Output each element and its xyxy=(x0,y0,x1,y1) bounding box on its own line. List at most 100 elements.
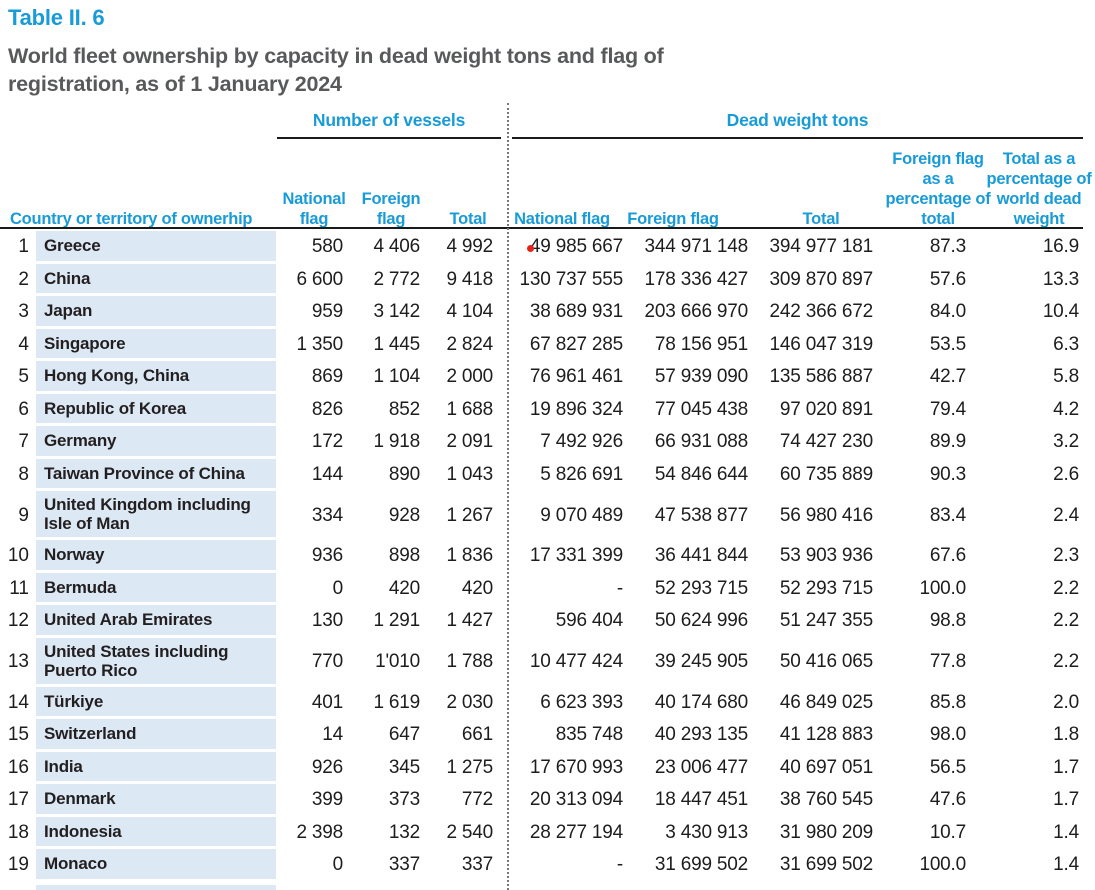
country-name-cell: Japan xyxy=(36,296,276,329)
table-row: 14 Türkiye 401 1 619 2 030 6 623 393 40 … xyxy=(0,686,1095,719)
country-name-cell: Switzerland xyxy=(36,719,276,752)
dwt-total-value: 53 903 936 xyxy=(779,545,873,567)
vessels-national-flag-value: 959 xyxy=(311,301,343,323)
foreign-flag-pct-value: 79.4 xyxy=(929,398,966,420)
dwt-foreign-flag-value: 40 174 680 xyxy=(654,691,748,713)
vessels-foreign-flag-value: 852 xyxy=(388,398,420,420)
dwt-total-value: 97 020 891 xyxy=(779,398,873,420)
dwt-national-flag-value: 17 670 993 xyxy=(529,756,623,778)
total-pct-world-value: 1.7 xyxy=(1053,789,1079,811)
dwt-foreign-flag-value: 344 971 148 xyxy=(644,236,749,258)
column-header-vessels-foreign-flag: Foreign flag xyxy=(361,190,421,228)
red-dot-marker xyxy=(527,245,534,252)
vessels-national-flag-value: 936 xyxy=(311,545,343,567)
country-name-cell: Republic of Korea xyxy=(36,393,276,426)
vessels-total-value: 2 000 xyxy=(446,366,493,388)
row-rank: 7 xyxy=(18,431,29,453)
row-rank: 17 xyxy=(7,789,29,811)
country-name-cell: United Kingdom including Isle of Man xyxy=(36,491,276,540)
partial-next-row xyxy=(36,885,276,890)
row-rank: 14 xyxy=(7,691,29,713)
total-pct-world-value: 10.4 xyxy=(1042,301,1079,323)
dwt-total-value: 242 366 672 xyxy=(769,301,874,323)
total-pct-world-value: 3.2 xyxy=(1053,431,1079,453)
total-pct-world-value: 2.0 xyxy=(1053,691,1079,713)
dwt-national-flag-value: 130 737 555 xyxy=(519,268,624,290)
vessels-total-value: 1 688 xyxy=(446,398,493,420)
country-name-cell: United Arab Emirates xyxy=(36,605,276,638)
row-rank: 6 xyxy=(18,398,29,420)
vessels-national-flag-value: 0 xyxy=(332,854,344,876)
dwt-total-value: 31 699 502 xyxy=(779,854,873,876)
table-row: 1 Greece 580 4 406 4 992 49 985 667 344 … xyxy=(0,231,1095,264)
vessels-national-flag-value: 401 xyxy=(311,691,343,713)
vessels-total-value: 1 043 xyxy=(446,463,493,485)
dwt-foreign-flag-value: 47 538 877 xyxy=(654,504,748,526)
dwt-foreign-flag-value: 3 430 913 xyxy=(665,821,748,843)
dwt-total-value: 38 760 545 xyxy=(779,789,873,811)
foreign-flag-pct-value: 10.7 xyxy=(929,821,966,843)
row-rank: 9 xyxy=(18,504,29,526)
country-name-cell: Denmark xyxy=(36,784,276,817)
foreign-flag-pct-value: 98.0 xyxy=(929,724,966,746)
dwt-national-flag-value: 19 896 324 xyxy=(529,398,623,420)
dwt-national-flag-value: 20 313 094 xyxy=(529,789,623,811)
column-header-vessels-national-flag: National flag xyxy=(282,190,346,228)
dwt-national-flag-value: 6 623 393 xyxy=(540,691,623,713)
row-rank: 12 xyxy=(7,610,29,632)
dwt-national-flag-value: 7 492 926 xyxy=(540,431,623,453)
table-row: 18 Indonesia 2 398 132 2 540 28 277 194 … xyxy=(0,816,1095,849)
total-pct-world-value: 2.2 xyxy=(1053,577,1079,599)
vessels-foreign-flag-value: 1 104 xyxy=(373,366,420,388)
dwt-total-value: 41 128 883 xyxy=(779,724,873,746)
total-pct-world-value: 1.8 xyxy=(1053,724,1079,746)
country-name-cell: Monaco xyxy=(36,849,276,882)
foreign-flag-pct-value: 57.6 xyxy=(929,268,966,290)
dwt-total-value: 52 293 715 xyxy=(779,577,873,599)
dwt-total-value: 56 980 416 xyxy=(779,504,873,526)
vessels-total-value: 1 267 xyxy=(446,504,493,526)
foreign-flag-pct-value: 77.8 xyxy=(929,651,966,672)
vessels-total-value: 9 418 xyxy=(446,268,493,290)
table-row: 6 Republic of Korea 826 852 1 688 19 896… xyxy=(0,393,1095,426)
table-row: 11 Bermuda 0 420 420 - 52 293 715 52 293… xyxy=(0,572,1095,605)
row-rank: 5 xyxy=(18,366,29,388)
dwt-foreign-flag-value: 66 931 088 xyxy=(654,431,748,453)
dwt-total-value: 50 416 065 xyxy=(779,651,873,672)
vessels-total-value: 420 xyxy=(461,577,493,599)
vessels-national-flag-value: 6 600 xyxy=(296,268,343,290)
total-pct-world-value: 4.2 xyxy=(1053,398,1079,420)
dwt-national-flag-value: 10 477 424 xyxy=(529,651,623,672)
vessels-total-value: 2 540 xyxy=(446,821,493,843)
table-row: 16 India 926 345 1 275 17 670 993 23 006… xyxy=(0,751,1095,784)
dwt-foreign-flag-value: 52 293 715 xyxy=(654,577,748,599)
table-number-label: Table II. 6 xyxy=(8,5,105,30)
dwt-total-value: 309 870 897 xyxy=(769,268,874,290)
vessels-total-value: 1 788 xyxy=(446,651,493,672)
vessels-total-value: 1 836 xyxy=(446,545,493,567)
country-name-cell: Indonesia xyxy=(36,816,276,849)
table-row: 17 Denmark 399 373 772 20 313 094 18 447… xyxy=(0,784,1095,817)
vessels-foreign-flag-value: 928 xyxy=(388,504,420,526)
dwt-foreign-flag-value: 23 006 477 xyxy=(654,756,748,778)
vessels-national-flag-value: 580 xyxy=(311,236,343,258)
dwt-total-value: 31 980 209 xyxy=(779,821,873,843)
column-header-vessels-total: Total xyxy=(449,210,487,228)
row-rank: 2 xyxy=(18,268,29,290)
vessels-group-underline xyxy=(277,137,501,139)
dwt-national-flag-value: 596 404 xyxy=(555,610,623,632)
table-row: 19 Monaco 0 337 337 - 31 699 502 31 699 … xyxy=(0,849,1095,882)
total-pct-world-value: 13.3 xyxy=(1042,268,1079,290)
foreign-flag-pct-value: 100.0 xyxy=(919,854,966,876)
vessels-national-flag-value: 0 xyxy=(332,577,344,599)
total-pct-world-value: 1.4 xyxy=(1053,854,1079,876)
dwt-national-flag-value: 67 827 285 xyxy=(529,333,623,355)
dwt-total-value: 74 427 230 xyxy=(779,431,873,453)
vessels-total-value: 337 xyxy=(461,854,493,876)
foreign-flag-pct-value: 67.6 xyxy=(929,545,966,567)
dwt-total-value: 40 697 051 xyxy=(779,756,873,778)
dwt-national-flag-value: 38 689 931 xyxy=(529,301,623,323)
row-rank: 16 xyxy=(7,756,29,778)
table-row: 13 United States including Puerto Rico 7… xyxy=(0,637,1095,687)
country-name-cell: Norway xyxy=(36,540,276,573)
